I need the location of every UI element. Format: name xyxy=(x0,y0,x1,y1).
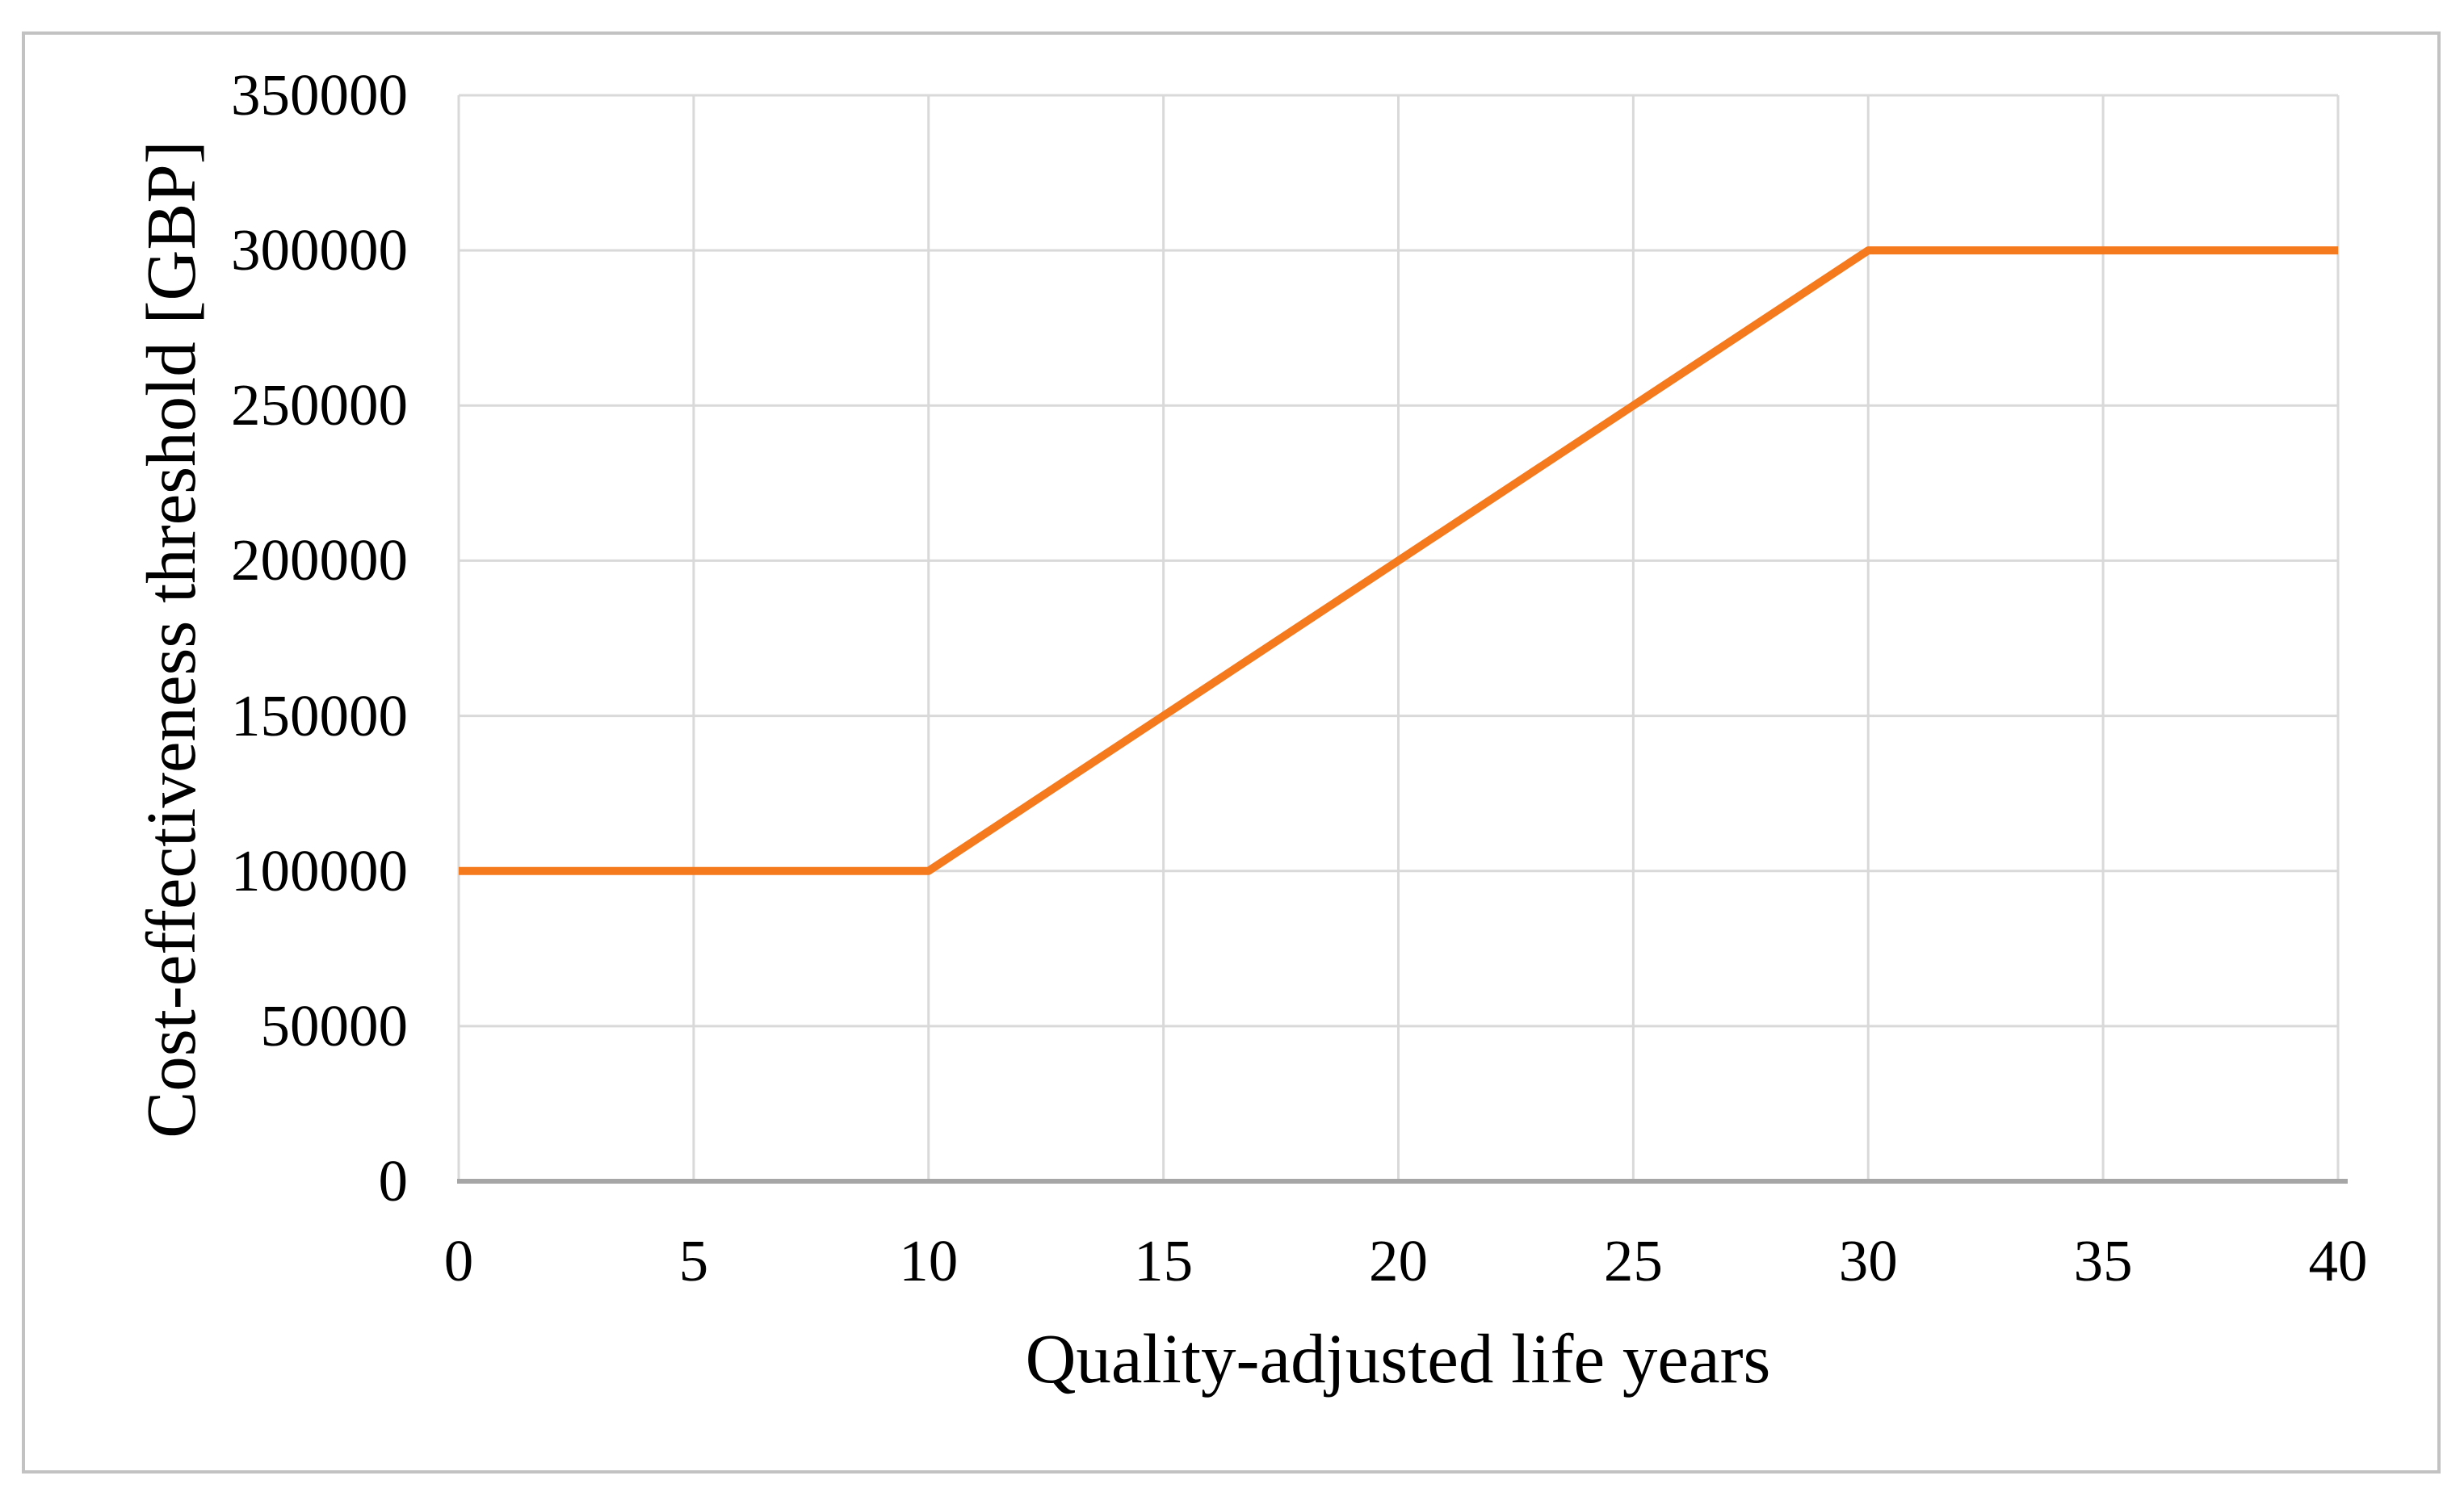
x-tick-label: 10 xyxy=(899,1228,959,1293)
y-tick-label: 0 xyxy=(378,1148,409,1214)
x-tick-label: 25 xyxy=(1603,1228,1663,1293)
y-tick-label: 100000 xyxy=(231,837,408,903)
figure-border xyxy=(22,31,2441,1474)
y-tick-label: 200000 xyxy=(231,527,408,593)
y-tick-label: 50000 xyxy=(260,992,409,1059)
x-tick-label: 35 xyxy=(2073,1228,2133,1293)
x-tick-label: 40 xyxy=(2308,1228,2368,1293)
threshold-line-series xyxy=(459,246,2338,875)
x-tick-label: 20 xyxy=(1369,1228,1428,1293)
x-axis-title: Quality-adjusted life years xyxy=(1025,1319,1771,1398)
y-tick-label: 350000 xyxy=(231,62,408,128)
x-tick-label: 30 xyxy=(1838,1228,1898,1293)
x-tick-label: 15 xyxy=(1134,1228,1194,1293)
y-axis-title: Cost-effectiveness threshold [GBP] xyxy=(132,140,210,1138)
x-tick-label: 0 xyxy=(443,1228,474,1293)
y-tick-label: 150000 xyxy=(231,682,408,748)
y-tick-label: 250000 xyxy=(231,372,408,438)
y-tick-label: 300000 xyxy=(231,217,408,283)
x-tick-label: 5 xyxy=(678,1228,709,1293)
